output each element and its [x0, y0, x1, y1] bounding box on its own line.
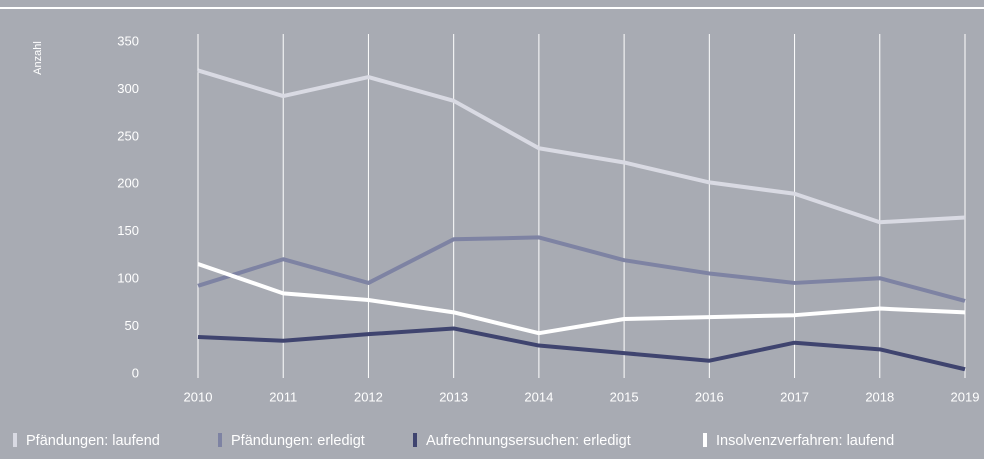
legend-swatch: [413, 433, 417, 447]
y-tick-label: 200: [117, 176, 139, 191]
legend-swatch: [218, 433, 222, 447]
y-tick-label: 150: [117, 223, 139, 238]
legend-label: Pfändungen: laufend: [26, 433, 160, 449]
x-tick-label: 2016: [695, 389, 724, 404]
y-tick-label: 0: [132, 365, 139, 380]
y-tick-label: 50: [125, 318, 139, 333]
y-tick-label: 350: [117, 33, 139, 48]
legend-swatch: [703, 433, 707, 447]
series-line: [197, 262, 966, 336]
y-axis-label: Anzahl: [32, 41, 44, 75]
y-tick-label: 300: [117, 81, 139, 96]
x-tick-label: 2015: [610, 389, 639, 404]
legend-label: Aufrechnungsersuchen: erledigt: [426, 433, 631, 449]
x-tick-label: 2019: [951, 389, 980, 404]
y-tick-label: 100: [117, 271, 139, 286]
series-line: [197, 235, 966, 303]
legend-label: Pfändungen: erledigt: [231, 433, 365, 449]
legend-swatch: [13, 433, 17, 447]
x-tick-label: 2010: [184, 389, 213, 404]
x-tick-label: 2011: [269, 389, 297, 404]
legend-label: Insolvenzverfahren: laufend: [716, 433, 894, 449]
series-line: [197, 326, 966, 372]
y-tick-label: 250: [117, 128, 139, 143]
series-line: [197, 68, 966, 225]
x-tick-label: 2013: [439, 389, 468, 404]
x-tick-label: 2017: [780, 389, 809, 404]
x-tick-label: 2012: [354, 389, 383, 404]
x-tick-label: 2014: [524, 389, 553, 404]
x-tick-label: 2018: [865, 389, 894, 404]
